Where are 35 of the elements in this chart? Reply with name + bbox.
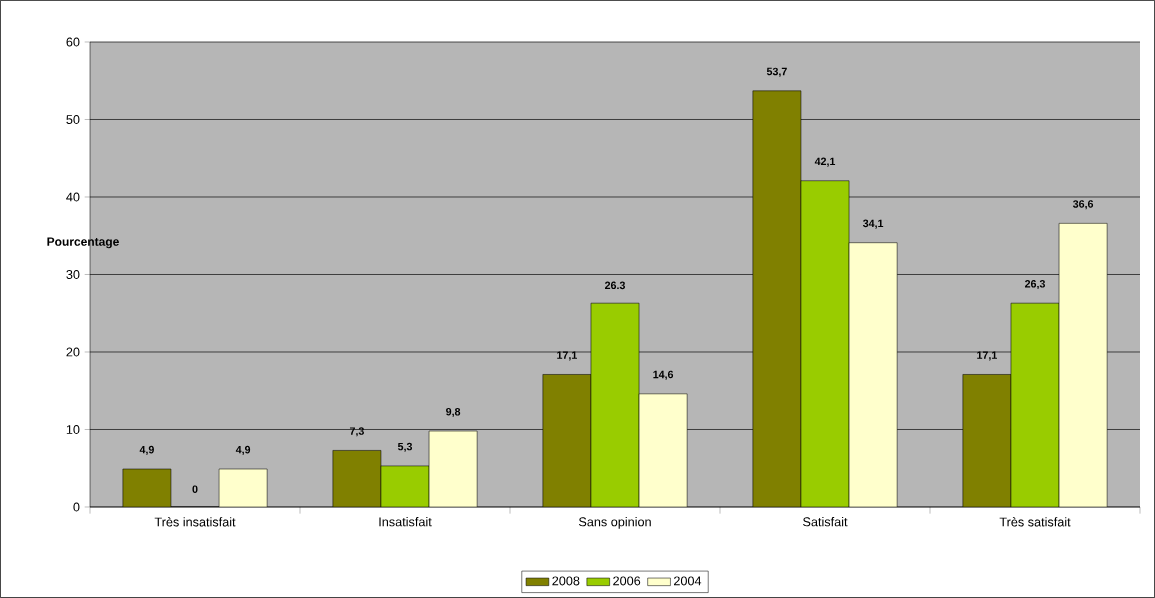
x-tick-label: Très satisfait xyxy=(999,517,1071,527)
bar xyxy=(590,302,640,507)
x-tick-label: Sans opinion xyxy=(578,517,651,529)
y-tick-label: 30 xyxy=(66,270,80,279)
y-tick-label: 20 xyxy=(66,347,80,357)
data-label: 14,6 xyxy=(653,370,674,380)
data-label: 17,1 xyxy=(557,351,577,361)
bar xyxy=(1010,302,1060,507)
data-label: 36,6 xyxy=(1072,200,1094,210)
y-tick-label: 0 xyxy=(73,502,80,512)
legend-label: 2006 xyxy=(613,576,641,586)
data-label: 34,1 xyxy=(862,219,884,229)
data-label: 42,1 xyxy=(814,157,836,167)
x-tick-label: Satisfait xyxy=(803,517,848,527)
data-label: 7,3 xyxy=(349,427,364,437)
data-label: 26,3 xyxy=(1025,280,1045,290)
bar xyxy=(800,180,850,507)
data-label: 4,9 xyxy=(235,445,251,455)
y-tick-label: 40 xyxy=(66,192,80,202)
data-label: 4,9 xyxy=(139,445,154,455)
data-label: 53,7 xyxy=(766,67,787,77)
y-tick-label: 50 xyxy=(66,115,80,124)
bar xyxy=(380,465,430,507)
data-label: 9,8 xyxy=(446,407,461,417)
data-label: 5,3 xyxy=(397,442,413,452)
data-label: 17,1 xyxy=(977,351,997,361)
legend-label: 2008 xyxy=(552,576,580,586)
y-tick-label: 10 xyxy=(66,425,80,434)
data-label: 0 xyxy=(192,485,198,493)
y-axis-title: Pourcentage xyxy=(47,237,119,249)
data-label: 26.3 xyxy=(605,281,625,290)
y-tick-label: 60 xyxy=(66,37,80,47)
x-tick-label: Très insatisfait xyxy=(154,517,236,527)
x-tick-label: Insatisfait xyxy=(379,517,432,527)
legend-label: 2004 xyxy=(674,576,702,586)
